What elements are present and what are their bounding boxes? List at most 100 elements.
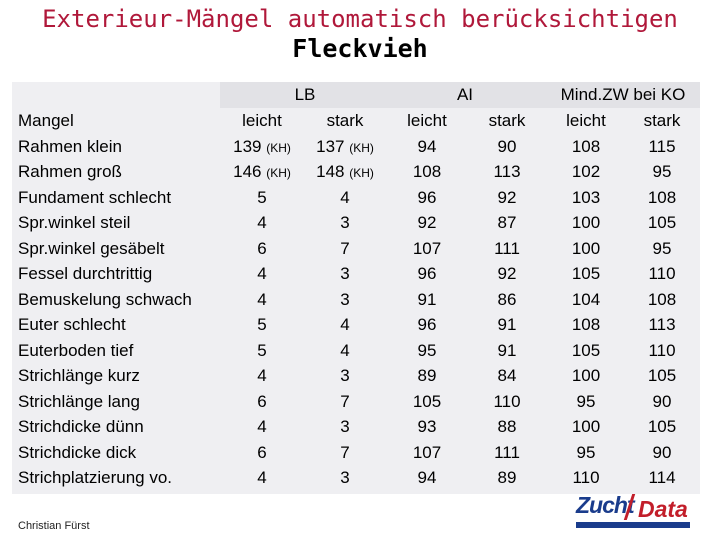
cell-m-stark: 105	[612, 213, 712, 233]
cell-ai-stark: 111	[457, 443, 557, 463]
cell-lb-leicht: 5	[212, 188, 312, 208]
cell-ai-stark: 89	[457, 468, 557, 488]
cell-lb-stark: 148 (KH)	[295, 162, 395, 182]
cell-m-leicht: 100	[536, 417, 636, 437]
cell-m-leicht: 108	[536, 315, 636, 335]
cell-lb-leicht: 4	[212, 264, 312, 284]
cell-lb-stark: 3	[295, 366, 395, 386]
cell-ai-stark: 111	[457, 239, 557, 259]
column-header-stark: stark	[643, 111, 681, 130]
cell-value: 7	[340, 391, 350, 411]
cell-value: 105	[412, 391, 442, 411]
cell-value: 4	[257, 468, 267, 487]
cell-value: 105	[647, 417, 677, 436]
cell-value: 3	[340, 264, 350, 283]
cell-note: (KH)	[349, 140, 374, 155]
cell-value: 94	[417, 468, 437, 487]
cell-value: 4	[340, 187, 350, 207]
column-header-leicht: leicht	[407, 111, 447, 130]
cell-m-stark: 95	[612, 162, 712, 182]
group-header-ai: AI	[456, 85, 474, 104]
cell-m-leicht: 105	[536, 341, 636, 361]
cell-ai-leicht: 105	[377, 392, 477, 412]
cell-value: 91	[417, 289, 437, 309]
cell-note: (KH)	[266, 166, 291, 180]
row-label: Rahmen groß	[18, 162, 122, 181]
cell-value: 92	[497, 187, 517, 207]
slide-title: Exterieur-Mängel automatisch berücksicht…	[0, 4, 720, 64]
title-line2: Fleckvieh	[292, 34, 428, 63]
cell-m-leicht: 100	[536, 366, 636, 386]
cell-lb-stark: 7	[295, 392, 395, 412]
cell-value: 108	[571, 315, 601, 334]
cell-value: 84	[497, 366, 517, 385]
row-label: Strichplatzierung vo.	[18, 468, 173, 487]
cell-value: 115	[648, 136, 676, 156]
group-header-mind-zw: Mind.ZW bei KO	[560, 85, 686, 104]
cell-value: 6	[257, 391, 267, 411]
cell-value: 5	[257, 315, 267, 334]
cell-value: 4	[340, 340, 350, 360]
cell-lb-stark: 7	[295, 443, 395, 463]
cell-value: 100	[571, 366, 601, 385]
row-label: Strichdicke dick	[18, 442, 137, 462]
cell-value: 4	[340, 315, 350, 334]
cell-value: 3	[340, 213, 350, 232]
cell-lb-leicht: 5	[212, 341, 312, 361]
cell-m-leicht: 95	[536, 443, 636, 463]
cell-value: 95	[652, 162, 672, 181]
cell-m-stark: 110	[612, 264, 712, 284]
row-label: Euterboden tief	[18, 340, 134, 360]
cell-value: 5	[257, 340, 267, 360]
cell-lb-leicht: 4	[212, 468, 312, 488]
cell-ai-leicht: 95	[377, 341, 477, 361]
row-label: Euter schlecht	[18, 315, 126, 334]
cell-lb-stark: 4	[295, 315, 395, 335]
cell-value: 108	[647, 187, 677, 207]
cell-value: 92	[497, 264, 517, 283]
cell-m-stark: 108	[612, 290, 712, 310]
cell-value: 148	[316, 162, 345, 181]
column-header-leicht: leicht	[242, 111, 282, 130]
cell-m-stark: 105	[612, 417, 712, 437]
cell-ai-leicht: 108	[377, 162, 477, 182]
cell-ai-stark: 84	[457, 366, 557, 386]
cell-m-leicht: 100	[536, 239, 636, 259]
cell-ai-stark: 91	[457, 315, 557, 335]
cell-lb-leicht: 4	[212, 290, 312, 310]
cell-lb-stark: 3	[295, 290, 395, 310]
cell-lb-stark: 4	[295, 341, 395, 361]
group-header-lb: LB	[294, 85, 316, 104]
cell-lb-leicht: 6	[212, 392, 312, 412]
cell-value: 95	[576, 442, 596, 462]
cell-value: 86	[497, 289, 517, 309]
cell-value: 6	[257, 442, 267, 462]
row-label: Rahmen klein	[18, 136, 122, 156]
row-label: Strichlänge kurz	[18, 366, 140, 385]
column-header-stark: stark	[326, 111, 364, 130]
cell-value: 105	[647, 213, 677, 232]
cell-value: 100	[571, 417, 601, 436]
cell-lb-leicht: 4	[212, 213, 312, 233]
cell-m-leicht: 108	[536, 137, 636, 157]
cell-value: 110	[572, 468, 600, 487]
column-header-leicht: leicht	[566, 111, 606, 130]
cell-value: 107	[412, 442, 442, 462]
cell-value: 3	[340, 289, 350, 309]
cell-value: 102	[571, 162, 601, 181]
author-footer: Christian Fürst	[18, 520, 90, 532]
cell-value: 100	[571, 213, 601, 232]
cell-value: 105	[571, 340, 601, 360]
cell-value: 100	[571, 238, 601, 258]
cell-value: 90	[652, 442, 672, 462]
cell-m-stark: 108	[612, 188, 712, 208]
cell-value: 96	[417, 315, 437, 334]
column-header-mangel: Mangel	[18, 111, 74, 130]
cell-lb-stark: 3	[295, 468, 395, 488]
cell-ai-leicht: 89	[377, 366, 477, 386]
row-label: Strichlänge lang	[18, 391, 140, 411]
group-header-band	[220, 82, 700, 108]
cell-ai-stark: 92	[457, 188, 557, 208]
cell-value: 114	[648, 468, 676, 487]
row-label: Spr.winkel steil	[18, 213, 131, 232]
